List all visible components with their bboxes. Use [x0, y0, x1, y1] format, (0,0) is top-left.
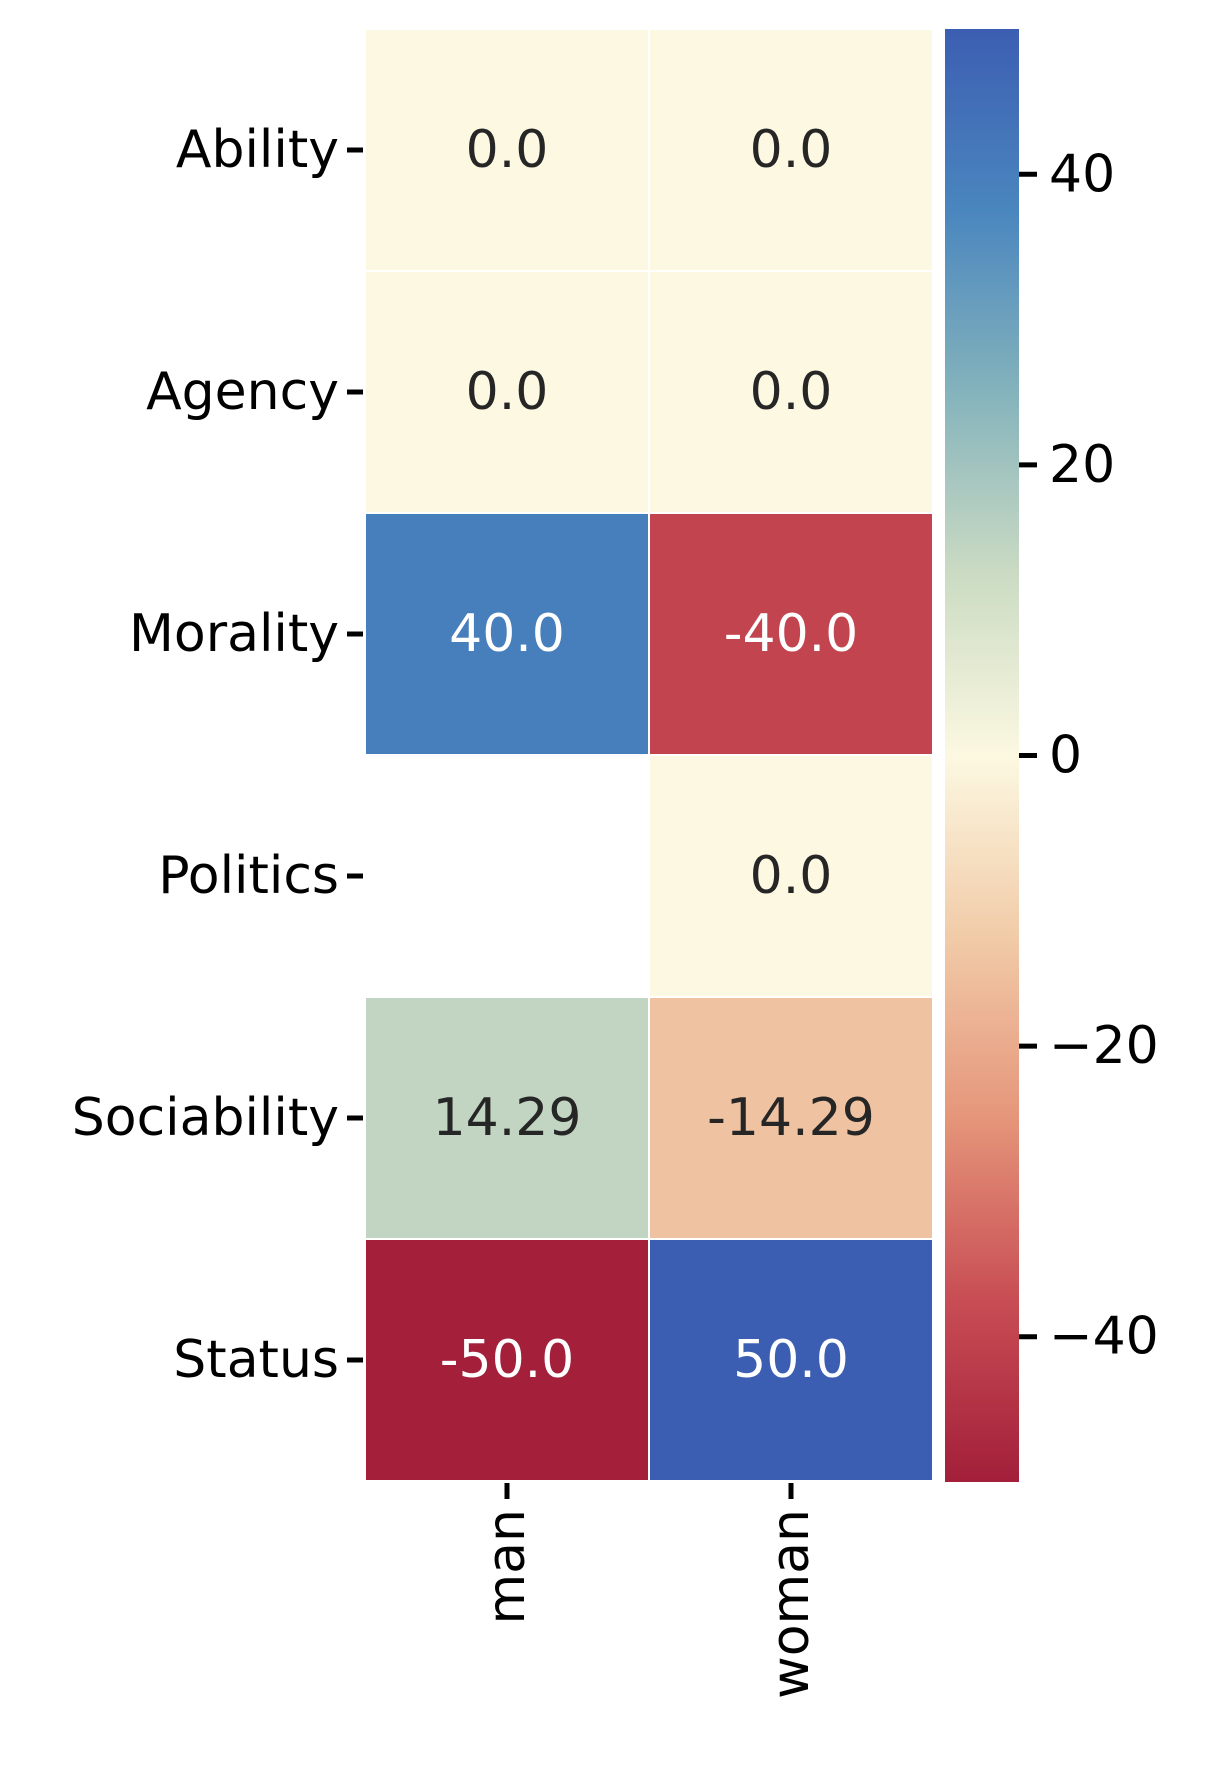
heatmap-cell-politics-woman — [650, 756, 932, 996]
y-tick-label-ability: Ability — [176, 120, 339, 180]
colorbar-tick-label: 40 — [1049, 144, 1115, 204]
x-tick-label-man: man — [477, 1509, 537, 1624]
colorbar-tick-label: −20 — [1049, 1016, 1159, 1076]
cell-value-label: 0.0 — [466, 362, 549, 422]
x-tick-label-woman: woman — [761, 1509, 821, 1699]
y-tick-label-sociability: Sociability — [72, 1088, 339, 1148]
colorbar-tick-label: 20 — [1049, 435, 1115, 495]
heatmap-cell-morality-woman — [650, 514, 932, 754]
colorbar-tick-label: 0 — [1049, 726, 1082, 786]
heatmap-cell-sociability-man — [366, 998, 648, 1238]
colorbar — [945, 29, 1019, 1482]
heatmap-cell-status-man — [366, 1240, 648, 1480]
cell-value-label: -50.0 — [440, 1330, 575, 1390]
y-tick-label-status: Status — [173, 1330, 339, 1390]
cell-value-label: 0.0 — [750, 120, 833, 180]
y-tick-label-agency: Agency — [146, 362, 339, 422]
y-tick-label-politics: Politics — [158, 846, 339, 906]
cell-value-label: 0.0 — [750, 846, 833, 906]
heatmap-cell-morality-man — [366, 514, 648, 754]
heatmap-cell-agency-woman — [650, 272, 932, 512]
heatmap-cell-status-woman — [650, 1240, 932, 1480]
cell-value-label: -40.0 — [724, 604, 859, 664]
cell-value-label: 40.0 — [449, 604, 565, 664]
cell-value-label: -14.29 — [707, 1088, 875, 1148]
cell-value-label: 0.0 — [466, 120, 549, 180]
heatmap-cell-sociability-woman — [650, 998, 932, 1238]
heatmap-cell-ability-woman — [650, 30, 932, 270]
y-tick-label-morality: Morality — [129, 604, 339, 664]
heatmap-cell-ability-man — [366, 30, 648, 270]
heatmap-cell-agency-man — [366, 272, 648, 512]
cell-value-label: 14.29 — [433, 1088, 582, 1148]
cell-value-label: 50.0 — [733, 1330, 849, 1390]
cell-value-label: 0.0 — [750, 362, 833, 422]
colorbar-tick-label: −40 — [1049, 1307, 1159, 1367]
